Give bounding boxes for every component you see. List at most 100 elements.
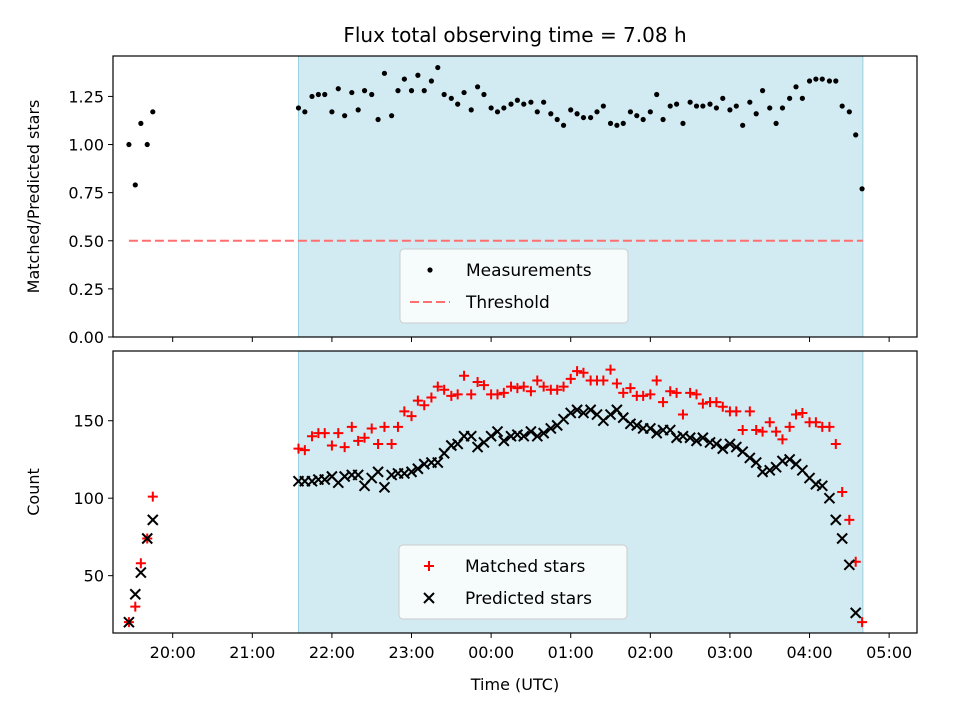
data-point — [671, 387, 682, 398]
data-point — [784, 421, 795, 432]
legend: Measurements Threshold — [399, 248, 629, 324]
data-point — [319, 428, 330, 439]
data-point — [466, 389, 477, 400]
data-point — [857, 617, 868, 628]
data-point — [461, 89, 467, 96]
data-point — [843, 559, 856, 571]
data-point — [455, 101, 461, 107]
data-point — [426, 392, 437, 403]
legend-marker — [423, 592, 435, 604]
data-point — [572, 366, 583, 377]
data-point — [654, 91, 660, 98]
data-point — [378, 481, 391, 494]
data-point — [859, 186, 865, 192]
data-point — [141, 532, 153, 545]
data-point — [307, 431, 318, 442]
data-point — [408, 88, 415, 94]
data-point — [665, 386, 676, 397]
data-point — [147, 514, 159, 526]
data-point — [366, 423, 377, 434]
data-point — [538, 381, 549, 392]
data-point — [349, 89, 355, 96]
legend-label: Measurements — [466, 261, 592, 281]
data-point — [844, 514, 855, 525]
legend: Matched stars Predicted stars — [398, 544, 628, 620]
data-point — [448, 95, 454, 101]
count-panel: 50 100 150 20:00 21:00 22:00 23:00 00:00 01:00 02… — [24, 350, 918, 694]
data-point — [147, 491, 158, 502]
data-point — [144, 141, 150, 148]
y-axis-label: Matched/Predicted stars — [24, 100, 43, 294]
data-point — [697, 398, 708, 409]
data-point — [620, 120, 626, 126]
data-point — [753, 111, 759, 117]
data-point — [346, 421, 357, 432]
data-point — [419, 400, 430, 411]
legend-box — [398, 544, 628, 620]
data-point — [471, 441, 484, 453]
data-point — [485, 430, 497, 442]
data-point — [713, 105, 719, 111]
data-point — [372, 466, 384, 478]
data-point — [465, 430, 477, 442]
data-point — [830, 438, 841, 449]
data-point — [836, 532, 848, 545]
data-point — [744, 406, 755, 417]
data-point — [724, 438, 736, 450]
data-point — [565, 373, 576, 384]
data-point — [717, 401, 728, 412]
data-point — [353, 435, 364, 446]
data-point — [435, 64, 441, 71]
data-point — [588, 114, 594, 121]
x-tick-label: 05:00 — [866, 643, 912, 662]
data-point — [710, 438, 723, 450]
data-point — [777, 434, 788, 445]
data-point — [474, 84, 481, 90]
data-point — [797, 407, 808, 418]
data-point — [757, 426, 768, 437]
data-point — [406, 411, 417, 422]
data-point — [824, 421, 835, 432]
data-point — [730, 441, 743, 453]
legend-label: Threshold — [465, 293, 550, 313]
data-point — [819, 76, 825, 82]
data-point — [711, 397, 722, 408]
y-tick-label: 150 — [73, 412, 104, 431]
data-point — [459, 370, 470, 381]
data-point — [481, 91, 487, 98]
legend-marker — [424, 561, 434, 571]
legend-box — [399, 248, 629, 324]
data-point — [568, 107, 574, 113]
data-point — [744, 452, 756, 464]
data-point — [650, 427, 663, 439]
data-point — [395, 88, 401, 94]
data-point — [322, 91, 328, 98]
data-point — [767, 105, 773, 111]
y-tick-label: 0.50 — [68, 232, 104, 251]
data-point — [759, 88, 766, 94]
y-tick-label: 1.00 — [68, 136, 104, 155]
data-point — [837, 487, 848, 497]
data-point — [468, 107, 474, 113]
data-point — [693, 103, 700, 109]
x-tick-label: 22:00 — [309, 643, 355, 662]
data-point — [830, 514, 842, 526]
x-tick-label: 20:00 — [150, 643, 196, 662]
data-point — [849, 607, 862, 619]
y-tick-label: 50 — [84, 567, 104, 586]
data-point — [521, 101, 527, 107]
data-point — [335, 86, 341, 92]
data-point — [731, 406, 742, 417]
data-point — [853, 132, 859, 138]
data-point — [412, 395, 423, 406]
data-point — [379, 421, 390, 432]
data-point — [441, 91, 447, 98]
data-point — [295, 105, 302, 111]
data-point — [558, 381, 569, 392]
data-point — [733, 103, 739, 109]
data-point — [293, 443, 304, 454]
data-point — [138, 120, 144, 126]
data-point — [333, 428, 344, 439]
data-point — [747, 99, 753, 105]
